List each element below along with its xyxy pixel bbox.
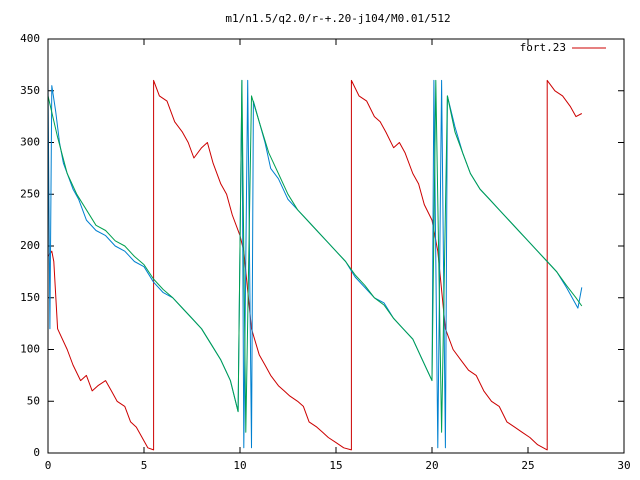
x-axis-ticks: 0 5 10 15 20 25 30 (45, 39, 631, 472)
x-tick-label: 30 (617, 459, 630, 472)
y-tick-label: 50 (27, 394, 40, 407)
series-line-1 (47, 79, 583, 451)
x-tick-label: 0 (45, 459, 52, 472)
series-layer (47, 79, 583, 451)
chart-title: m1/n1.5/q2.0/r-+.20-j104/M0.01/512 (225, 12, 450, 25)
legend: fort.23 (520, 41, 606, 54)
y-tick-label: 250 (20, 187, 40, 200)
x-tick-label: 5 (141, 459, 148, 472)
series-line-2 (47, 79, 583, 449)
legend-label: fort.23 (520, 41, 566, 54)
y-tick-label: 100 (20, 343, 40, 356)
y-tick-label: 400 (20, 32, 40, 45)
plot-frame (47, 38, 625, 454)
x-tick-label: 15 (329, 459, 342, 472)
x-tick-label: 20 (425, 459, 438, 472)
y-tick-label: 0 (33, 446, 40, 459)
y-tick-label: 350 (20, 84, 40, 97)
x-tick-label: 25 (521, 459, 534, 472)
y-tick-label: 150 (20, 291, 40, 304)
series-line-3 (47, 79, 583, 433)
y-axis-ticks: 0 50 100 150 200 250 300 350 400 (20, 32, 624, 459)
y-tick-label: 200 (20, 239, 40, 252)
y-tick-label: 300 (20, 136, 40, 149)
x-tick-label: 10 (233, 459, 246, 472)
